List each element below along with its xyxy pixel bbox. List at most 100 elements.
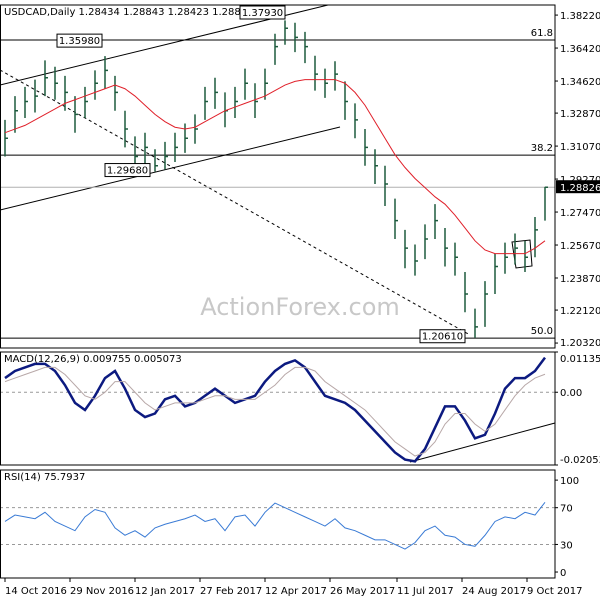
x-tick-label: 14 Oct 2016	[5, 586, 67, 597]
price-panel	[0, 4, 556, 349]
y-tick-label: 30	[560, 540, 573, 551]
ohlc-bar	[234, 86, 238, 119]
annotation-box	[419, 329, 466, 344]
y-tick-label: 1.20320	[560, 338, 600, 349]
ohlc-bar	[494, 253, 498, 294]
ohlc-bar	[84, 86, 88, 119]
x-tick-label: 11 Jul 2017	[397, 586, 454, 597]
ohlc-bar	[534, 216, 538, 258]
x-tick-label: 24 Aug 2017	[462, 586, 526, 597]
ohlc-bar	[464, 271, 468, 313]
ohlc-bar	[124, 110, 128, 148]
ohlc-bar	[294, 22, 298, 53]
ohlc-bar	[94, 70, 98, 100]
panel-title: RSI(14) 75.7937	[4, 472, 85, 483]
y-tick-label: 1.23870	[560, 274, 600, 285]
last-price-label: 1.28826	[560, 183, 600, 194]
x-tick-label: 29 Nov 2016	[70, 586, 134, 597]
moving-average	[4, 79, 546, 255]
ohlc-bar	[474, 308, 478, 338]
ohlc-bar	[434, 204, 438, 239]
ohlc-bar	[334, 61, 338, 91]
indicator-line	[4, 502, 546, 550]
ohlc-bar	[204, 86, 208, 120]
macd-panel	[0, 351, 556, 466]
x-tick-label: 9 Oct 2017	[527, 586, 582, 597]
ohlc-bar	[244, 68, 248, 100]
annotation-box	[239, 5, 286, 20]
ohlc-bar	[314, 55, 318, 91]
indicator-line	[4, 356, 546, 463]
y-tick-label: 1.32870	[560, 109, 600, 120]
ohlc-bar	[144, 132, 148, 164]
annotation-label: 1.35980	[59, 36, 100, 47]
ohlc-bar	[354, 103, 358, 139]
annotation-label: 1.37930	[242, 8, 283, 19]
ohlc-bar	[324, 68, 328, 98]
panel-plot	[0, 502, 555, 550]
y-tick-label: 1.22120	[560, 306, 600, 317]
ohlc-bar	[454, 242, 458, 276]
ohlc-bar	[424, 224, 428, 260]
fib-label: 38.2	[531, 143, 553, 154]
y-tick-label: 1.38220	[560, 11, 600, 22]
plot-layer: USDCAD,Daily 1.28434 1.28843 1.28423 1.2…	[0, 5, 600, 597]
ohlc-bar	[524, 240, 528, 272]
ohlc-bar	[194, 114, 198, 144]
y-tick-label: 1.34620	[560, 77, 600, 88]
panel-title: MACD(12,26,9) 0.009755 0.005073	[4, 354, 182, 365]
y-tick-label: 100	[560, 476, 579, 487]
ohlc-bar	[104, 56, 108, 89]
ohlc-bar	[504, 242, 508, 274]
rsi-panel	[0, 469, 556, 579]
ohlc-bar	[394, 198, 398, 239]
ohlc-bar	[4, 119, 8, 157]
y-tick-label: 0.011355	[560, 354, 600, 365]
indicator-line	[4, 366, 546, 457]
ohlc-bar	[184, 123, 188, 153]
ohlc-bar	[414, 244, 418, 276]
y-tick-label: 1.31070	[560, 142, 600, 153]
y-tick-label: 1.27470	[560, 208, 600, 219]
ohlc-bar	[64, 75, 68, 111]
y-tick-label: 0	[560, 568, 566, 579]
ohlc-bar	[214, 77, 218, 109]
fib-label: 61.8	[531, 28, 553, 39]
annotation-box	[104, 163, 151, 178]
ohlc-bar	[164, 141, 168, 170]
ohlc-bar	[404, 229, 408, 269]
ohlc-bar	[154, 149, 158, 172]
ohlc-bar	[74, 96, 78, 133]
panel-title: USDCAD,Daily 1.28434 1.28843 1.28423 1.2…	[4, 7, 254, 18]
ohlc-bar	[34, 79, 38, 113]
x-tick-label: 27 Feb 2017	[200, 586, 262, 597]
y-tick-label: 1.36420	[560, 44, 600, 55]
ohlc-bar	[384, 165, 388, 206]
panel-plot	[0, 20, 555, 339]
ohlc-bar	[54, 66, 58, 100]
ohlc-bar	[444, 227, 448, 267]
channel-lower	[0, 126, 341, 211]
ohlc-bar	[44, 60, 48, 97]
ohlc-bar	[264, 68, 268, 100]
watermark: ActionForex.com	[200, 293, 400, 321]
x-tick-label: 12 Jan 2017	[135, 586, 195, 597]
x-tick-label: 26 May 2017	[330, 586, 395, 597]
ohlc-bar	[374, 149, 378, 185]
x-tick-label: 12 Apr 2017	[265, 586, 327, 597]
fib-label: 50.0	[531, 326, 553, 337]
y-tick-label: -0.020531	[560, 455, 600, 466]
panel-plot	[0, 356, 555, 463]
ohlc-bar	[274, 33, 278, 65]
annotation-label: 1.29680	[107, 166, 148, 177]
ohlc-bar	[14, 96, 18, 133]
ohlc-bar	[284, 20, 288, 45]
ohlc-bar	[134, 136, 138, 168]
annotation-label: 1.20610	[422, 332, 463, 343]
y-tick-label: 70	[560, 504, 573, 515]
ohlc-bar	[484, 281, 488, 327]
ohlc-bar	[24, 86, 28, 119]
ohlc-bar	[344, 81, 348, 120]
